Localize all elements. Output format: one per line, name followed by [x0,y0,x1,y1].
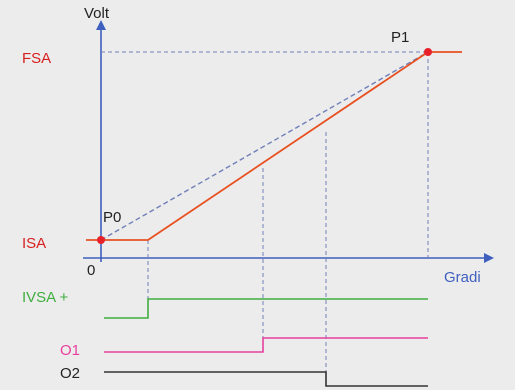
point-p0 [97,236,105,244]
p1-label: P1 [391,29,409,46]
p0-label: P0 [103,209,121,226]
o1-trace [104,337,428,353]
y-axis-title: Volt [84,5,110,22]
o2-trace [104,371,428,387]
o1-label: O1 [60,342,80,359]
x-axis-title: Gradi [444,269,481,286]
fsa-label: FSA [22,50,51,67]
point-p1 [424,48,432,56]
ivsa-label: IVSA + [22,289,69,306]
p0-p1-dashed-line [100,51,429,241]
origin-label: 0 [87,262,95,279]
ivsa-trace [104,298,428,319]
o2-label: O2 [60,365,80,382]
isa-label: ISA [22,235,46,252]
transfer-ramp [86,51,462,241]
